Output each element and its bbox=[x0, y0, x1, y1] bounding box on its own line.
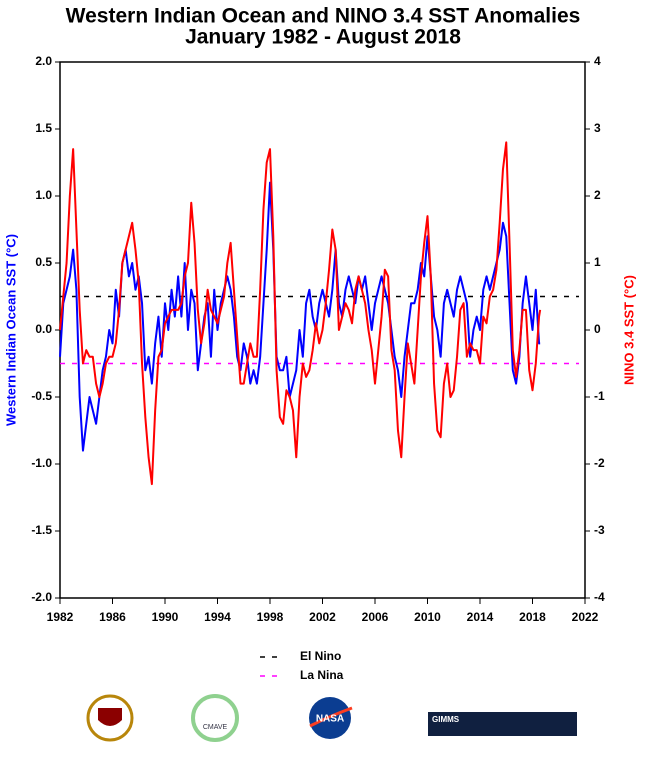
logo-nasa: NASA bbox=[309, 697, 353, 739]
y-tick-label: 1.5 bbox=[35, 121, 52, 135]
y-tick-label: -1.0 bbox=[31, 456, 52, 470]
x-tick-label: 2006 bbox=[362, 610, 389, 624]
y2-tick-label: -4 bbox=[594, 590, 605, 604]
y2-tick-label: 4 bbox=[594, 54, 601, 68]
x-tick-label: 2010 bbox=[414, 610, 441, 624]
y-tick-label: 2.0 bbox=[35, 54, 52, 68]
x-tick-label: 2002 bbox=[309, 610, 336, 624]
chart-title: Western Indian Ocean and NINO 3.4 SST An… bbox=[66, 5, 581, 28]
x-tick-label: 2014 bbox=[467, 610, 494, 624]
y-tick-label: 1.0 bbox=[35, 188, 52, 202]
y-tick-label: -0.5 bbox=[31, 389, 52, 403]
x-tick-label: 1982 bbox=[47, 610, 74, 624]
logo-gimms: GIMMS bbox=[428, 712, 577, 736]
x-tick-label: 1994 bbox=[204, 610, 231, 624]
chart-subtitle: January 1982 - August 2018 bbox=[185, 26, 461, 49]
x-tick-label: 1986 bbox=[99, 610, 126, 624]
x-tick-label: 2018 bbox=[519, 610, 546, 624]
y-tick-label: 0.5 bbox=[35, 255, 52, 269]
legend-label: La Nina bbox=[300, 668, 344, 682]
y2-tick-label: -2 bbox=[594, 456, 605, 470]
y-tick-label: -1.5 bbox=[31, 523, 52, 537]
logo-text: NASA bbox=[316, 714, 344, 725]
y-tick-label: -2.0 bbox=[31, 590, 52, 604]
legend-label: El Nino bbox=[300, 649, 341, 663]
x-tick-label: 2022 bbox=[572, 610, 599, 624]
y2-axis-label: NINO 3.4 SST (°C) bbox=[621, 275, 636, 385]
y-axis-label: Western Indian Ocean SST (°C) bbox=[3, 234, 18, 426]
y2-tick-label: 1 bbox=[594, 255, 601, 269]
y-tick-label: 0.0 bbox=[35, 322, 52, 336]
x-tick-label: 1998 bbox=[257, 610, 284, 624]
logo-cmave: CMAVE bbox=[191, 694, 239, 742]
logo-text: GIMMS bbox=[432, 715, 460, 724]
y2-tick-label: 2 bbox=[594, 188, 601, 202]
logo-text: CMAVE bbox=[203, 724, 228, 731]
y2-tick-label: 0 bbox=[594, 322, 601, 336]
y2-tick-label: -1 bbox=[594, 389, 605, 403]
series-line bbox=[59, 181, 541, 452]
y2-tick-label: -3 bbox=[594, 523, 605, 537]
x-tick-label: 1990 bbox=[152, 610, 179, 624]
series-line bbox=[59, 141, 542, 486]
logo-dha bbox=[86, 694, 134, 742]
y2-tick-label: 3 bbox=[594, 121, 601, 135]
